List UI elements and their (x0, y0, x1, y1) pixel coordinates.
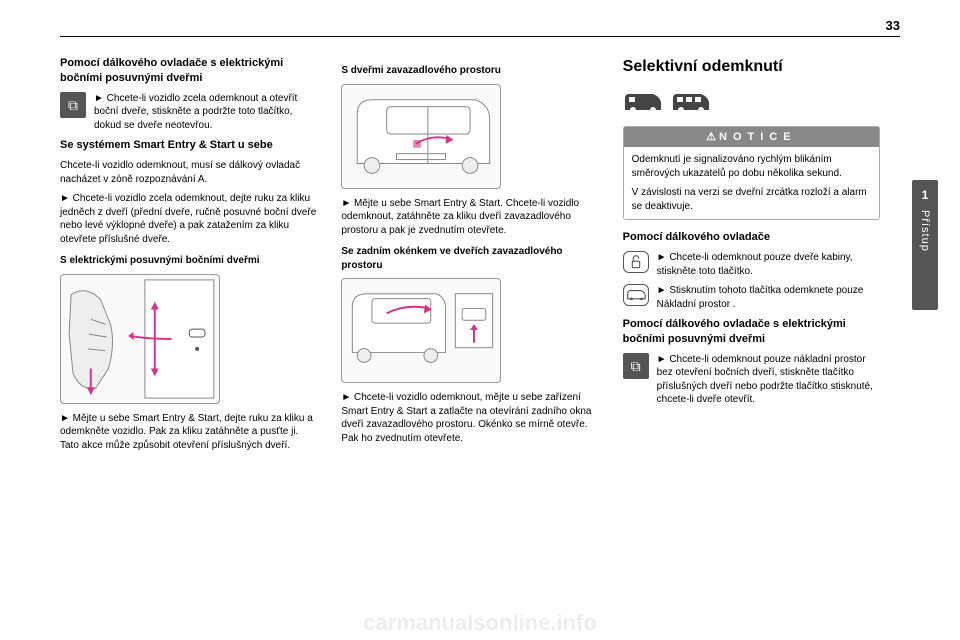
col3-p1: ► Chcete-li odemknout pouze dveře kabiny… (657, 251, 880, 278)
col1-p1: ► Chcete-li vozidlo zcela odemknout a ot… (94, 92, 317, 133)
col3-icon-row2: ► Stisknutím tohoto tlačítka odemknete p… (623, 284, 880, 311)
col1-heading-smart: Se systémem Smart Entry & Start u sebe (60, 138, 317, 153)
page-content: Pomocí dálkového ovladače s elektrickými… (60, 56, 880, 458)
col3-p2: ► Stisknutím tohoto tlačítka odemknete p… (657, 284, 880, 311)
notice-header: NOTICE (624, 127, 879, 148)
unlock-cargo-icon (623, 284, 649, 306)
col3-heading-remote-power: Pomocí dálkového ovladače s elektrickými… (623, 317, 880, 347)
notice-body: Odemknutí je signalizováno rychlým bliká… (624, 147, 879, 219)
top-rule (60, 36, 900, 37)
col1-heading-power-doors: S elektrickými posuvnými bočními dveřmi (60, 254, 317, 268)
col1-p3: ► Chcete-li vozidlo zcela odemknout, dej… (60, 192, 317, 246)
col2-p2: ► Chcete-li vozidlo odemknout, mějte u s… (341, 391, 598, 445)
column-2: S dveřmi zavazadlového prostoru ► Mějte … (341, 56, 598, 458)
col1-heading-remote: Pomocí dálkového ovladače s elektrickými… (60, 56, 317, 86)
col2-p1: ► Mějte u sebe Smart Entry & Start. Chce… (341, 197, 598, 238)
column-1: Pomocí dálkového ovladače s elektrickými… (60, 56, 317, 458)
col2-heading-rear-window: Se zadním okénkem ve dveřích zavazadlové… (341, 245, 598, 272)
notice-body-2: V závislosti na verzi se dveřní zrcátka … (632, 186, 871, 213)
door-button-icon-2: ⧉ (623, 353, 649, 379)
column-3: Selektivní odemknutí NOTICE Odemknutí je… (623, 56, 880, 458)
col1-p4: ► Mějte u sebe Smart Entry & Start, dejt… (60, 412, 317, 453)
chapter-tab: 1 Přístup (912, 180, 938, 310)
col3-icon-row3: ⧉ ► Chcete-li odemknout pouze nákladní p… (623, 353, 880, 407)
col3-heading-remote: Pomocí dálkového ovladače (623, 230, 880, 245)
chapter-number: 1 (922, 188, 929, 202)
van-variant-icons (623, 90, 880, 116)
col3-icon-row1: ► Chcete-li odemknout pouze dveře kabiny… (623, 251, 880, 278)
notice-box: NOTICE Odemknutí je signalizováno rychlý… (623, 126, 880, 221)
watermark: carmanualsonline.info (0, 610, 960, 636)
col1-p2: Chcete-li vozidlo odemknout, musí se dál… (60, 159, 317, 186)
col3-title: Selektivní odemknutí (623, 56, 880, 78)
col1-icon-row1: ⧉ ► Chcete-li vozidlo zcela odemknout a … (60, 92, 317, 133)
page-number: 33 (886, 18, 900, 33)
illustration-rear-window (341, 278, 501, 383)
door-button-icon: ⧉ (60, 92, 86, 118)
illustration-van-rear (341, 84, 501, 189)
illustration-hand-handle (60, 274, 220, 404)
col3-p3: ► Chcete-li odemknout pouze nákladní pro… (657, 353, 880, 407)
notice-body-1: Odemknutí je signalizováno rychlým bliká… (632, 153, 871, 180)
chapter-label: Přístup (919, 210, 931, 252)
unlock-cab-icon (623, 251, 649, 273)
col2-heading-tailgate: S dveřmi zavazadlového prostoru (341, 64, 598, 78)
